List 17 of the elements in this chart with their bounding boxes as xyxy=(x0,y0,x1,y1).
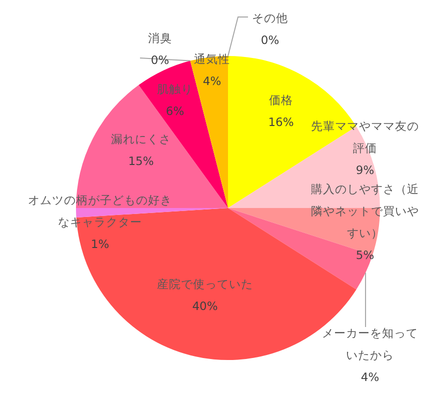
data-label: 40% xyxy=(192,298,218,313)
slice-label: 産院で使っていた xyxy=(157,276,253,291)
text: 0% xyxy=(150,52,170,67)
slice-label: 漏れにくさ xyxy=(111,132,171,146)
text: 0% xyxy=(260,32,280,47)
data-label: 16% xyxy=(268,114,294,129)
data-label: 1% xyxy=(90,236,110,251)
data-label: 4% xyxy=(360,370,380,384)
data-label: 4% xyxy=(202,74,222,88)
data-label: 6% xyxy=(166,104,184,118)
slice-label: 価格 xyxy=(269,92,293,107)
data-label: 9% xyxy=(356,162,374,177)
slice-label: 肌触り xyxy=(157,82,193,96)
category-label: その他 xyxy=(252,10,288,25)
slice-label: メーカーを知っていたから xyxy=(322,326,418,362)
data-label: 15% xyxy=(128,154,154,168)
category-label: 消臭 xyxy=(148,30,172,45)
